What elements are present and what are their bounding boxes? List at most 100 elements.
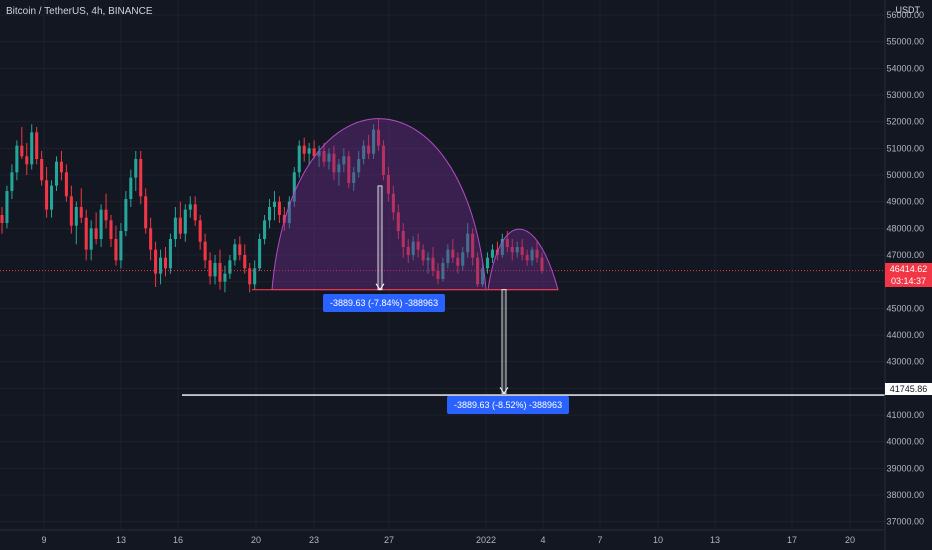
candle-body [163, 257, 168, 269]
candle-body [54, 161, 59, 186]
time-tick-label: 10 [653, 535, 663, 545]
measure-arrowhead-2 [499, 387, 509, 395]
candle-body [381, 145, 386, 175]
candle-body [352, 172, 356, 183]
candle-body [297, 145, 301, 173]
price-tick-label: 43000.00 [886, 357, 924, 367]
candle-body [446, 249, 450, 263]
candle-body [40, 159, 44, 181]
candle-body [183, 209, 187, 234]
candle-body [10, 172, 14, 191]
price-tick-label: 55000.00 [886, 37, 924, 47]
candle-body [451, 249, 455, 258]
head-arc[interactable] [271, 118, 487, 291]
candle-body [362, 145, 366, 159]
measure-label-head[interactable]: -3889.63 (-7.84%) -388963 [323, 294, 446, 312]
time-tick-label: 23 [309, 535, 319, 545]
candle-body [327, 153, 331, 162]
candle-body [258, 239, 262, 269]
candle-body [456, 257, 460, 266]
measure-range-1[interactable] [377, 185, 383, 291]
candle-body [59, 161, 63, 173]
candle-body [158, 257, 163, 274]
price-tick-label: 47000.00 [886, 250, 924, 260]
time-tick-label: 16 [173, 535, 183, 545]
candle-body [500, 239, 504, 255]
price-tick-label: 50000.00 [886, 170, 924, 180]
candle-body [188, 204, 192, 210]
measure-label-target[interactable]: -3889.63 (-8.52%) -388963 [447, 396, 570, 414]
candle-body [168, 239, 172, 269]
candle-body [178, 217, 182, 234]
price-tick-label: 54000.00 [886, 63, 924, 73]
candle-body [520, 247, 524, 255]
candle-body [64, 172, 68, 197]
candle-body [99, 209, 103, 239]
candle-body [243, 255, 247, 269]
candle-body [74, 207, 78, 226]
price-tick-label: 49000.00 [886, 197, 924, 207]
candle-body [347, 156, 351, 183]
candle-body [307, 148, 311, 154]
candles [0, 119, 885, 293]
candle-body [431, 257, 435, 271]
candle-body [416, 241, 420, 250]
candle-body [139, 159, 143, 197]
candle-body [441, 263, 445, 279]
head-and-shoulders-pattern[interactable] [182, 118, 885, 396]
price-tick-label: 53000.00 [886, 90, 924, 100]
time-tick-label: 9 [41, 535, 46, 545]
candle-body [376, 129, 381, 146]
candle-body [287, 201, 291, 223]
candle-body [540, 257, 544, 271]
bar-countdown-tag: 03:14:37 [885, 275, 932, 287]
candle-body [154, 249, 158, 274]
price-tick-label: 41000.00 [886, 410, 924, 420]
candle-body [277, 201, 281, 215]
candle-body [481, 268, 485, 285]
price-tick-label: 48000.00 [886, 223, 924, 233]
candle-body [50, 185, 54, 210]
candle-body [530, 249, 534, 261]
candle-body [515, 247, 519, 253]
candle-body [426, 257, 430, 261]
measure-range-2[interactable] [501, 289, 507, 394]
candle-body [149, 228, 153, 250]
candle-body [505, 239, 509, 247]
candle-body [129, 177, 133, 199]
grid-lines [0, 0, 885, 530]
time-tick-label: 4 [540, 535, 545, 545]
candle-body [228, 260, 232, 274]
time-tick-label: 20 [251, 535, 261, 545]
time-axis[interactable]: 9 13 16 20 23 27 2022 4 7 10 13 17 20 [0, 529, 885, 545]
price-tick-label: 37000.00 [886, 517, 924, 527]
measure-arrowhead-1 [375, 283, 385, 291]
time-tick-label: 17 [787, 535, 797, 545]
candle-body [490, 249, 494, 258]
candle-body [302, 145, 306, 154]
candle-body [342, 156, 346, 165]
candle-body [124, 199, 128, 231]
last-price-tag: 46414.62 [885, 263, 932, 275]
candle-body [0, 215, 4, 223]
right-shoulder-arc[interactable] [487, 228, 559, 291]
candle-body [109, 220, 113, 239]
price-tick-label: 38000.00 [886, 490, 924, 500]
candle-body [525, 255, 529, 261]
candle-body [94, 228, 98, 239]
symbol-legend: Bitcoin / TetherUS, 4h, BINANCE [6, 6, 153, 17]
candle-body [213, 263, 217, 277]
candle-body [267, 207, 272, 221]
candle-body [391, 193, 395, 213]
time-tick-label: 13 [116, 535, 126, 545]
candle-body [272, 201, 277, 207]
target-price-tag: 41745.86 [885, 383, 932, 395]
candle-body [79, 207, 83, 218]
candle-body [317, 151, 321, 157]
candle-body [198, 220, 202, 242]
candle-body [337, 164, 341, 173]
candle-body [466, 233, 470, 253]
candle-body [238, 244, 242, 255]
